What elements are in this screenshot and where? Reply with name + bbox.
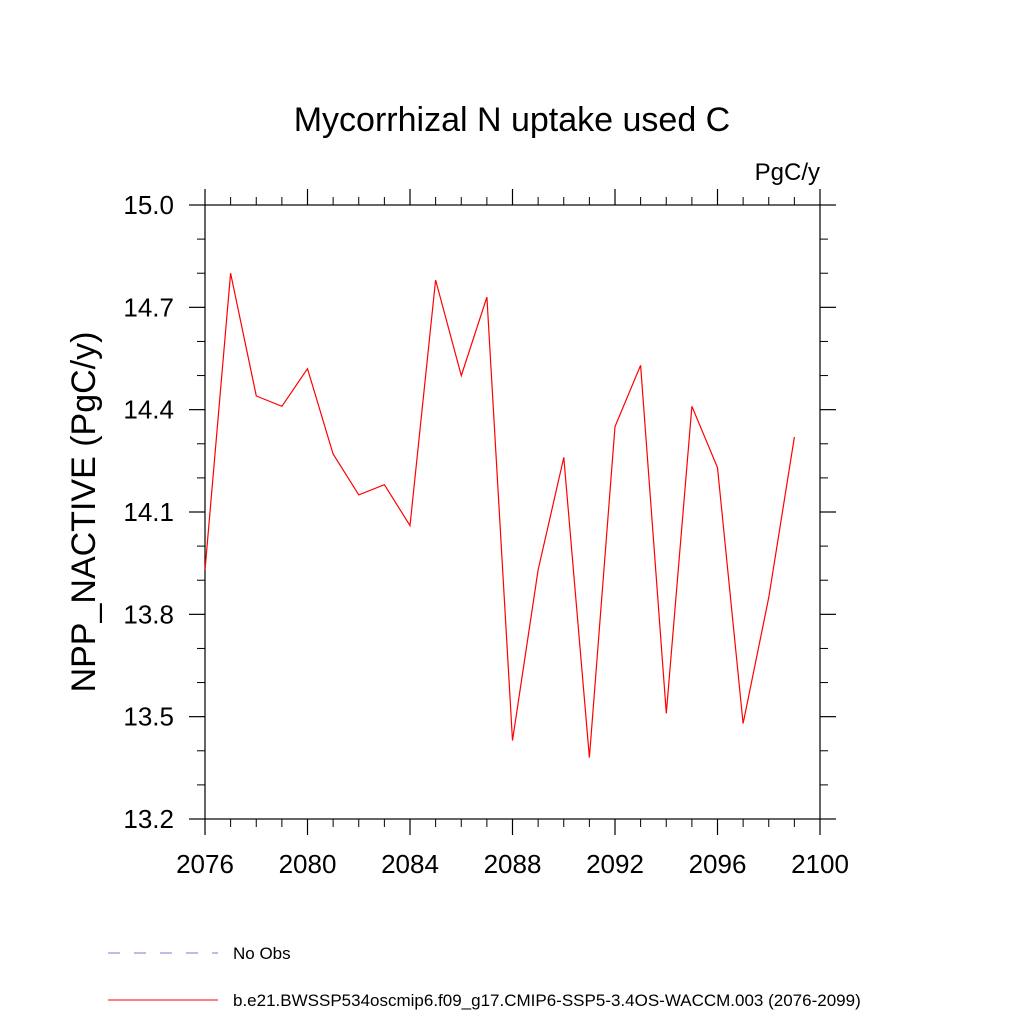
y-tick-label: 14.1 (123, 497, 174, 527)
x-tick-label: 2080 (279, 849, 337, 879)
y-tick-label: 15.0 (123, 190, 174, 220)
axis-ticks (189, 189, 836, 835)
x-tick-label: 2100 (791, 849, 849, 879)
y-tick-label: 13.2 (123, 804, 174, 834)
axis-tick-labels: 2076 2080 2084 2088 2092 2096 2100 13.2 13.5 13.8… (123, 190, 849, 879)
legend-label-no-obs: No Obs (233, 944, 291, 963)
x-tick-label: 2096 (689, 849, 747, 879)
data-series (204, 273, 795, 758)
series-line (204, 273, 795, 758)
y-axis-label: NPP_NACTIVE (PgC/y) (65, 332, 103, 693)
x-tick-label: 2076 (176, 849, 234, 879)
legend-label-model-run: b.e21.BWSSP534oscmip6.f09_g17.CMIP6-SSP5… (233, 991, 861, 1010)
y-tick-label: 14.4 (123, 395, 174, 425)
y-tick-label: 13.8 (123, 599, 174, 629)
x-tick-label: 2084 (381, 849, 439, 879)
x-tick-label: 2088 (484, 849, 542, 879)
plot-frame (204, 204, 821, 820)
x-tick-label: 2092 (586, 849, 644, 879)
units-label: PgC/y (755, 159, 820, 186)
chart-title: Mycorrhizal N uptake used C (294, 101, 731, 139)
y-tick-label: 13.5 (123, 702, 174, 732)
legend: No Obs b.e21.BWSSP534oscmip6.f09_g17.CMI… (108, 944, 861, 1010)
y-tick-label: 14.7 (123, 292, 174, 322)
